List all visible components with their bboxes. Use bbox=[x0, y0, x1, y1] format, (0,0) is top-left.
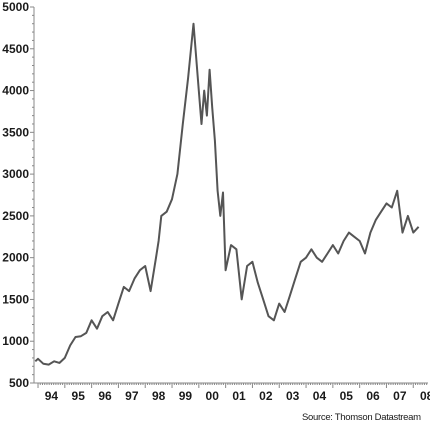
y-tick-label: 1500 bbox=[2, 292, 29, 306]
y-tick-label: 2500 bbox=[2, 209, 29, 223]
x-tick-label: 05 bbox=[340, 389, 354, 403]
x-tick-label: 95 bbox=[72, 389, 86, 403]
x-tick-label: 04 bbox=[313, 389, 327, 403]
x-tick-label: 98 bbox=[152, 389, 166, 403]
x-tick-label: 99 bbox=[179, 389, 193, 403]
y-tick-label: 5000 bbox=[2, 0, 29, 14]
x-tick-label: 94 bbox=[45, 389, 59, 403]
source-note: Source: Thomson Datastream bbox=[302, 412, 421, 423]
x-tick-label: 00 bbox=[206, 389, 220, 403]
x-tick-label: 97 bbox=[125, 389, 139, 403]
x-tick-label: 02 bbox=[259, 389, 273, 403]
x-tick-label: 01 bbox=[232, 389, 246, 403]
x-tick-label: 06 bbox=[366, 389, 380, 403]
y-tick-label: 4000 bbox=[2, 84, 29, 98]
y-tick-label: 500 bbox=[9, 376, 29, 390]
chart-series bbox=[34, 22, 420, 366]
x-axis-labels: 94 95 96 97 98 99 00 01 02 03 04 05 06 07 08 bbox=[45, 389, 430, 403]
x-tick-label: 07 bbox=[393, 389, 407, 403]
y-tick-label: 2000 bbox=[2, 251, 29, 265]
y-axis-labels: 500 1000 1500 2000 2500 3000 3500 4000 4500 5000 bbox=[2, 0, 29, 390]
x-tick-label: 08 bbox=[420, 389, 430, 403]
x-tick-label: 03 bbox=[286, 389, 300, 403]
y-tick-label: 4500 bbox=[2, 42, 29, 56]
index-line bbox=[34, 22, 420, 366]
y-tick-label: 3500 bbox=[2, 125, 29, 139]
chart-axes bbox=[30, 6, 428, 388]
y-tick-label: 1000 bbox=[2, 334, 29, 348]
x-tick-label: 96 bbox=[98, 389, 112, 403]
y-tick-label: 3000 bbox=[2, 167, 29, 181]
